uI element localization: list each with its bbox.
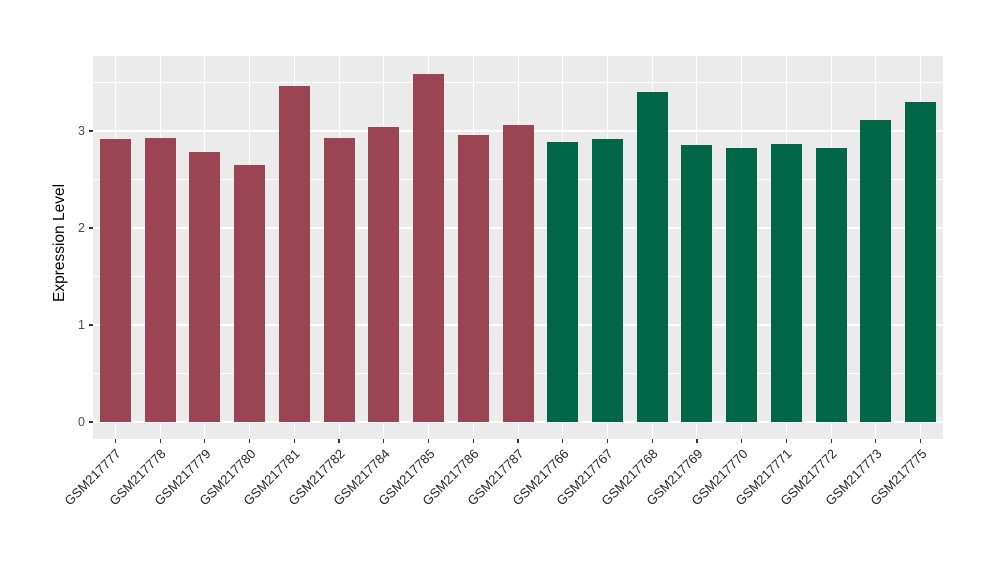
- bar-GSM217782: [323, 137, 355, 422]
- y-tick-label: 2: [78, 221, 85, 235]
- gridline-minor: [93, 81, 943, 83]
- x-tick-mark: [383, 439, 385, 443]
- x-tick-mark: [651, 439, 653, 443]
- bar-GSM217781: [278, 86, 310, 422]
- bar-GSM217778: [144, 137, 176, 422]
- bar-GSM217766: [547, 141, 579, 422]
- x-tick-mark: [830, 439, 832, 443]
- bar-GSM217787: [502, 125, 534, 422]
- bar-GSM217771: [770, 143, 802, 422]
- x-tick-mark: [338, 439, 340, 443]
- bar-GSM217772: [815, 148, 847, 422]
- bar-GSM217768: [636, 92, 668, 422]
- bar-GSM217767: [591, 138, 623, 422]
- y-tick-mark: [89, 130, 93, 132]
- y-tick-label: 0: [78, 415, 85, 429]
- y-tick-label: 3: [78, 124, 85, 138]
- x-tick-mark: [562, 439, 564, 443]
- x-tick-mark: [517, 439, 519, 443]
- bar-GSM217786: [457, 134, 489, 422]
- x-tick-mark: [427, 439, 430, 443]
- bar-GSM217773: [860, 120, 892, 422]
- x-tick-mark: [696, 439, 698, 443]
- plot-panel: [93, 56, 943, 439]
- x-tick-mark: [741, 439, 743, 443]
- x-tick-mark: [159, 439, 161, 443]
- y-tick-mark: [89, 421, 93, 423]
- y-axis-title: Expression Level: [51, 183, 68, 303]
- x-tick-mark: [114, 439, 116, 443]
- x-tick-mark: [472, 439, 474, 443]
- x-tick-mark: [204, 439, 206, 443]
- x-tick-mark: [920, 439, 922, 443]
- bar-GSM217769: [681, 144, 713, 422]
- bar-GSM217777: [99, 138, 131, 422]
- bar-GSM217779: [189, 152, 221, 422]
- bar-GSM217784: [368, 127, 400, 422]
- gridline-major: [93, 421, 943, 423]
- x-tick-mark: [293, 439, 295, 443]
- y-tick-mark: [89, 227, 93, 229]
- y-tick-mark: [89, 324, 93, 326]
- x-tick-mark: [785, 439, 787, 443]
- bar-GSM217785: [413, 73, 445, 422]
- x-tick-mark: [248, 439, 251, 443]
- x-tick-mark: [606, 439, 609, 443]
- bar-GSM217780: [234, 164, 266, 422]
- y-tick-label: 1: [78, 318, 85, 332]
- x-tick-mark: [875, 439, 877, 443]
- bar-GSM217770: [726, 147, 758, 422]
- bar-GSM217775: [905, 101, 937, 422]
